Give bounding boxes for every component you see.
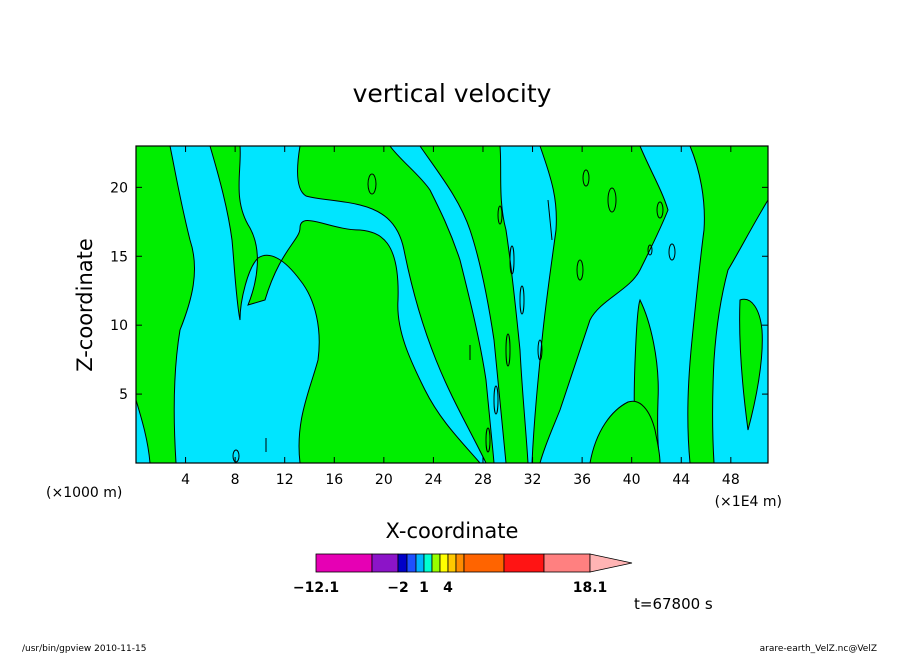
x-tick-label: 8 bbox=[231, 472, 240, 488]
colorbar-arrow bbox=[589, 553, 633, 573]
contour-cell bbox=[493, 385, 499, 415]
updraft-region bbox=[209, 145, 482, 464]
x-tick-label: 28 bbox=[474, 472, 492, 488]
updraft-region bbox=[135, 145, 196, 464]
contour-cell bbox=[485, 427, 491, 453]
contour-cell bbox=[576, 259, 584, 281]
updraft-region bbox=[739, 298, 763, 431]
x-axis: 4 8 12 16 20 24 28 32 36 40 44 48 bbox=[181, 146, 740, 488]
x-tick-label: 40 bbox=[623, 472, 641, 488]
colorbar-label: −12.1 bbox=[293, 580, 339, 596]
y-tick-label: 5 bbox=[119, 387, 128, 403]
x-tick-label: 16 bbox=[325, 472, 343, 488]
footer-right: arare-earth_VelZ.nc@VelZ bbox=[760, 644, 877, 654]
updraft-region bbox=[531, 145, 669, 464]
colorbar bbox=[315, 553, 633, 573]
x-tick-label: 20 bbox=[375, 472, 393, 488]
colorbar-segment bbox=[543, 553, 591, 573]
time-label: t=67800 s bbox=[634, 595, 713, 613]
colorbar-segment bbox=[315, 553, 373, 573]
colorbar-label: 18.1 bbox=[573, 580, 608, 596]
small-contours bbox=[232, 169, 676, 463]
y-axis: 5 10 15 20 bbox=[110, 180, 768, 403]
contour-cell bbox=[509, 245, 515, 275]
contour-cell bbox=[537, 339, 543, 361]
colorbar-segment bbox=[371, 553, 399, 573]
contour-cell bbox=[582, 169, 590, 187]
y-tick-label: 20 bbox=[110, 180, 128, 196]
colorbar-segment bbox=[397, 553, 408, 573]
colorbar-segment bbox=[415, 553, 425, 573]
chart-title: vertical velocity bbox=[353, 79, 552, 108]
x-tick-label: 4 bbox=[181, 472, 190, 488]
positive-velocity-regions bbox=[135, 145, 769, 464]
x-tick-label: 36 bbox=[573, 472, 591, 488]
x-tick-label: 44 bbox=[672, 472, 690, 488]
colorbar-label: 1 bbox=[419, 580, 429, 596]
plot-frame bbox=[135, 145, 769, 464]
colorbar-segment bbox=[439, 553, 449, 573]
x-unit-right: (×1E4 m) bbox=[715, 494, 782, 510]
updraft-region bbox=[297, 145, 495, 464]
contour-cell bbox=[232, 449, 240, 463]
contour-cell bbox=[668, 243, 676, 261]
colorbar-segment bbox=[423, 553, 433, 573]
contour-cell bbox=[497, 205, 503, 225]
colorbar-segment bbox=[431, 553, 441, 573]
updraft-region bbox=[589, 400, 661, 464]
contour-cell bbox=[647, 244, 653, 256]
x-tick-label: 48 bbox=[722, 472, 740, 488]
colorbar-label: 4 bbox=[443, 580, 453, 596]
contour-cell bbox=[367, 173, 377, 195]
x-tick-label: 32 bbox=[524, 472, 542, 488]
x-tick-label: 12 bbox=[276, 472, 294, 488]
colorbar-segment bbox=[447, 553, 457, 573]
contour-cell bbox=[519, 285, 525, 315]
y-axis-label: Z-coordinate bbox=[73, 238, 97, 372]
footer-left: /usr/bin/gpview 2010-11-15 bbox=[22, 644, 146, 654]
x-unit-left: (×1000 m) bbox=[46, 485, 122, 501]
y-tick-label: 10 bbox=[110, 318, 128, 334]
colorbar-segment bbox=[503, 553, 545, 573]
x-tick-label: 24 bbox=[424, 472, 442, 488]
contour-cell bbox=[607, 187, 617, 213]
colorbar-labels: −12.1 −2 1 4 18.1 bbox=[293, 580, 607, 596]
contour-cell bbox=[505, 333, 511, 367]
colorbar-label: −2 bbox=[387, 580, 408, 596]
y-tick-label: 15 bbox=[110, 249, 128, 265]
contour-line bbox=[547, 199, 553, 241]
colorbar-segment bbox=[406, 553, 417, 573]
contour-cell bbox=[656, 201, 664, 219]
colorbar-segment bbox=[463, 553, 505, 573]
x-axis-label: X-coordinate bbox=[386, 519, 519, 543]
colorbar-segment bbox=[455, 553, 465, 573]
